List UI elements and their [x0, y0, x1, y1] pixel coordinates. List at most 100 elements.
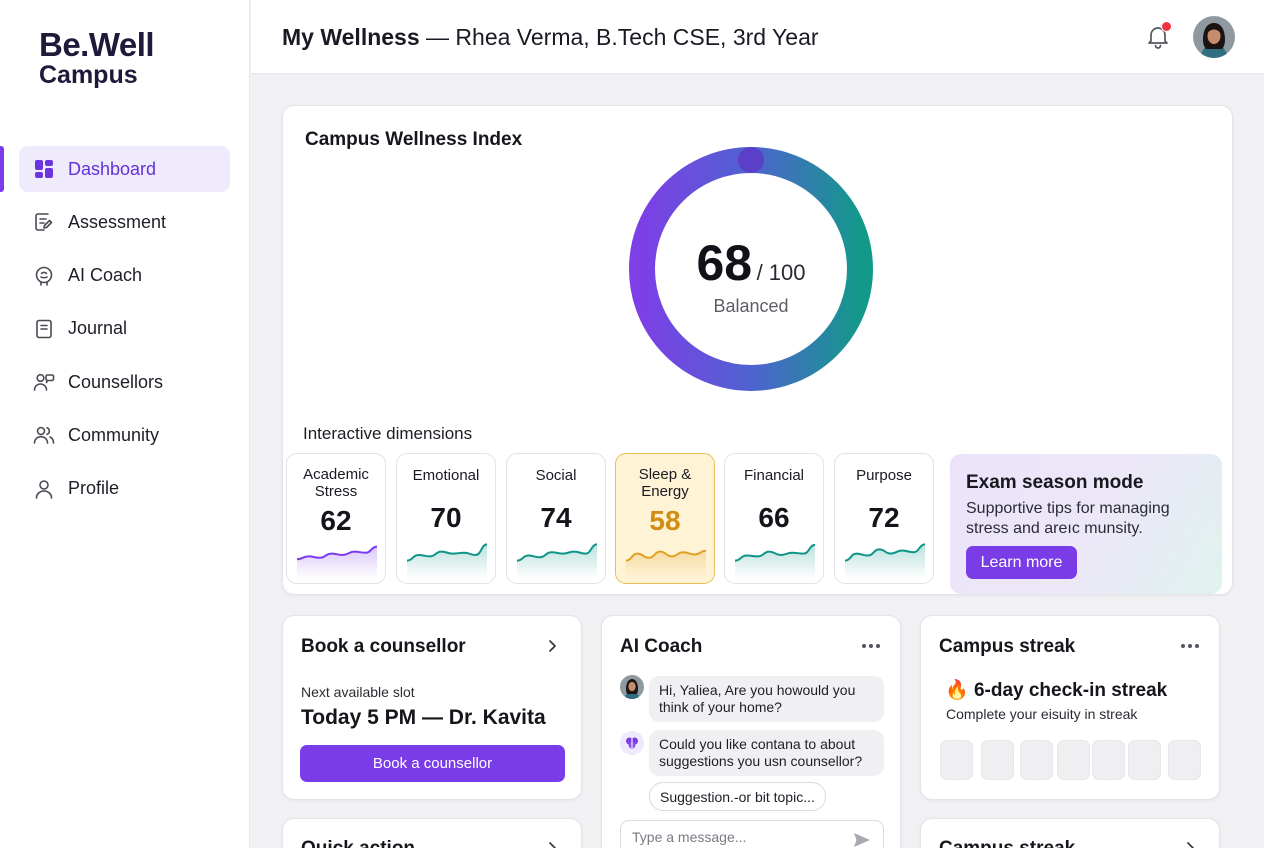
dimension-card-academic-stress[interactable]: Academic Stress 62	[286, 453, 386, 584]
sparkline-area	[407, 544, 487, 579]
score-ring-knob	[738, 147, 764, 173]
message-input[interactable]	[632, 829, 852, 845]
dimension-value: 74	[540, 502, 572, 533]
streak-day-box	[1020, 740, 1053, 780]
dimension-value: 58	[649, 505, 681, 536]
quick-action-card: Quick action	[282, 818, 582, 848]
wellness-score: 68 / 100	[628, 234, 874, 292]
fire-icon: 🔥	[945, 680, 969, 701]
sparkline-line	[735, 543, 815, 562]
next-slot-value: Today 5 PM — Dr. Kavita	[301, 706, 546, 729]
wellness-index-card: Campus Wellness Index 68 / 100 Balanced …	[282, 105, 1233, 595]
sidebar-nav: Dashboard Assessment AI Coach Journal Co…	[0, 146, 230, 519]
dimension-card-financial[interactable]: Financial 66	[724, 453, 824, 584]
sidebar: Be.Well Campus Dashboard Assessment AI C…	[0, 0, 250, 848]
score-max: / 100	[756, 260, 806, 285]
sparkline-area	[297, 546, 377, 579]
dimension-card-social[interactable]: Social 74	[506, 453, 606, 584]
more-options-icon[interactable]	[862, 642, 880, 650]
sidebar-item-journal[interactable]: Journal	[19, 306, 230, 352]
sidebar-item-label: Counsellors	[68, 371, 164, 392]
page-title-main: My Wellness	[282, 24, 420, 50]
assessment-icon	[33, 211, 55, 233]
dimension-card-sleep-energy[interactable]: Sleep & Energy 58	[615, 453, 715, 584]
journal-icon	[33, 318, 55, 340]
campus-streak-card-secondary: Campus streak	[920, 818, 1220, 848]
quick-action-title: Quick action	[301, 838, 415, 848]
more-options-icon[interactable]	[1181, 642, 1199, 650]
user-avatar[interactable]	[1193, 16, 1235, 58]
book-counsellor-card: Book a counsellor Next available slot To…	[282, 615, 582, 800]
dimension-card-emotional[interactable]: Emotional 70	[396, 453, 496, 584]
dimension-sparkline	[845, 543, 925, 579]
sidebar-item-ai-coach[interactable]: AI Coach	[19, 253, 230, 299]
sidebar-item-dashboard[interactable]: Dashboard	[0, 146, 230, 192]
dimension-sparkline	[735, 543, 815, 579]
page-title: My Wellness — Rhea Verma, B.Tech CSE, 3r…	[282, 24, 819, 51]
suggestion-chip[interactable]: Suggestion.-or bit topic...	[649, 782, 826, 811]
page-title-student: — Rhea Verma, B.Tech CSE, 3rd Year	[419, 24, 819, 50]
sidebar-item-label: Journal	[68, 318, 128, 339]
ai-coach-card: AI Coach Hi, Yaliea, Are you howould you…	[601, 615, 901, 848]
sidebar-item-label: Dashboard	[68, 158, 157, 179]
score-status: Balanced	[713, 296, 789, 316]
dimension-value: 66	[758, 502, 790, 533]
dimension-value: 70	[430, 502, 462, 533]
sidebar-item-label: Community	[68, 424, 160, 445]
sidebar-item-label: Assessment	[68, 211, 167, 232]
send-icon[interactable]	[852, 830, 872, 848]
streak-day-box	[981, 740, 1014, 780]
dashboard-icon	[33, 158, 55, 180]
dimension-value: 62	[320, 505, 352, 536]
coach-avatar-brain-icon	[620, 731, 644, 755]
brand-line-1: Be.Well	[39, 26, 155, 63]
profile-icon	[33, 478, 55, 500]
user-message-avatar	[620, 675, 644, 699]
learn-more-button[interactable]: Learn more	[966, 546, 1077, 579]
sparkline-line	[845, 543, 925, 562]
book-counsellor-title: Book a counsellor	[301, 636, 466, 657]
dimension-name: Social	[535, 467, 577, 484]
dimension-name: Academic Stress	[303, 466, 369, 500]
chevron-right-icon[interactable]	[544, 638, 560, 654]
dimension-value: 72	[868, 502, 900, 533]
sidebar-item-counsellors[interactable]: Counsellors	[19, 359, 230, 405]
dimension-sparkline	[297, 545, 377, 579]
campus-streak-card: Campus streak 🔥 6-day check-in streak Co…	[920, 615, 1220, 800]
exam-mode-title: Exam season mode	[966, 472, 1144, 493]
wellness-index-title: Campus Wellness Index	[305, 129, 523, 150]
brand-logo[interactable]: Be.Well Campus	[39, 26, 155, 89]
sparkline-line	[517, 543, 597, 562]
streak-day-box	[940, 740, 973, 780]
campus-streak-title: Campus streak	[939, 636, 1076, 657]
score-value: 68	[696, 235, 753, 291]
dimension-sparkline	[517, 543, 597, 579]
chevron-right-icon[interactable]	[544, 840, 560, 848]
chevron-right-icon[interactable]	[1182, 840, 1198, 848]
dimension-name: Financial	[743, 467, 805, 484]
dimension-card-purpose[interactable]: Purpose 72	[834, 453, 934, 584]
user-message-bubble: Hi, Yaliea, Are you howould you think of…	[649, 676, 884, 722]
sparkline-area	[845, 544, 925, 579]
sidebar-item-assessment[interactable]: Assessment	[19, 199, 230, 245]
notification-dot	[1161, 21, 1172, 32]
streak-headline: 🔥 6-day check-in streak	[945, 678, 1167, 702]
exam-mode-description: Supportive tips for managing stress and …	[966, 500, 1170, 537]
book-counsellor-button[interactable]: Book a counsellor	[300, 745, 565, 782]
streak-subtitle: Complete your eisuity in streak	[946, 706, 1138, 722]
sidebar-item-community[interactable]: Community	[19, 412, 230, 458]
streak-day-box	[1057, 740, 1090, 780]
sparkline-line	[297, 545, 377, 561]
sidebar-item-profile[interactable]: Profile	[19, 466, 230, 512]
sidebar-item-label: Profile	[68, 478, 120, 499]
streak-day-box	[1128, 740, 1161, 780]
top-bar: My Wellness — Rhea Verma, B.Tech CSE, 3r…	[251, 0, 1264, 74]
notifications-button[interactable]	[1145, 21, 1172, 50]
dimension-sparkline	[407, 543, 487, 579]
dimension-name: Sleep & Energy	[638, 466, 692, 500]
message-input-box	[620, 820, 884, 848]
streak-headline-text: 6-day check-in streak	[973, 680, 1168, 701]
sidebar-item-label: AI Coach	[68, 265, 143, 286]
brand-line-2: Campus	[39, 61, 138, 89]
sparkline-area	[517, 544, 597, 579]
